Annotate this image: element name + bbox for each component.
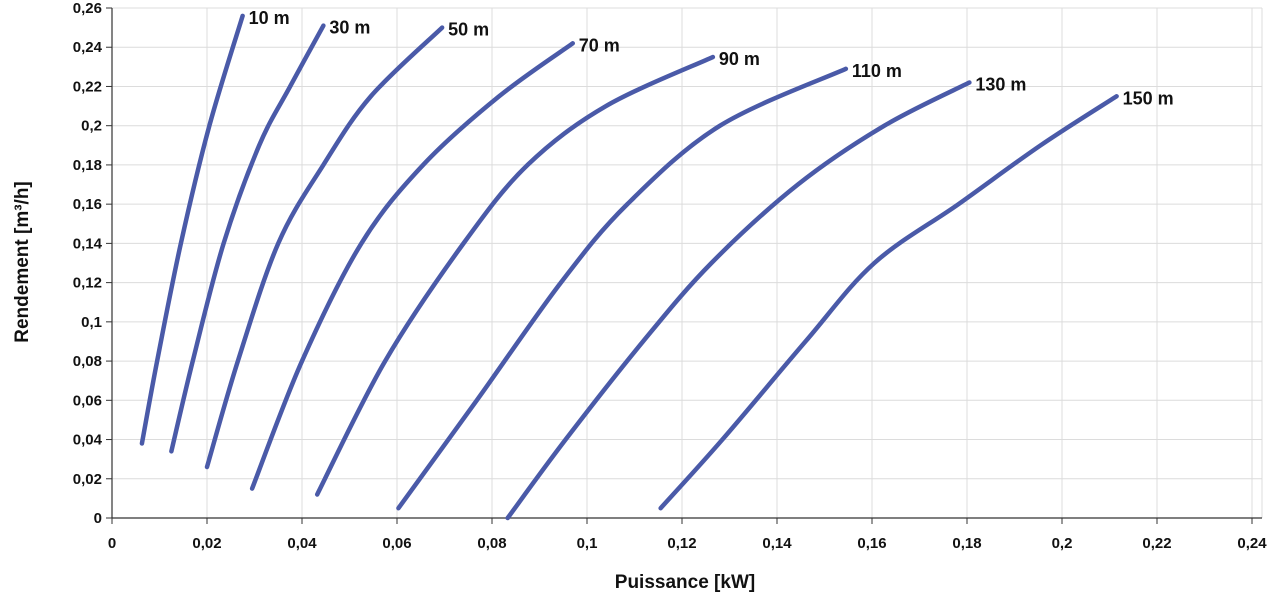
x-tick-label: 0 [108,535,116,552]
y-tick-label: 0,04 [73,432,103,449]
x-tick-label: 0,2 [1052,535,1073,552]
curve-label: 30 m [329,18,370,38]
curve-label: 10 m [249,8,290,28]
grid [111,7,1263,519]
x-tick-label: 0,16 [857,535,886,552]
curve-110m [396,66,849,511]
y-tick-label: 0,22 [73,78,102,95]
curve-label: 90 m [719,49,760,69]
curves [139,13,1119,521]
axes: 0 0,02 0,04 0,06 0,08 0,1 0,12 0,14 0,16 0,18 0,2 0… [73,0,1267,552]
curve-30m [169,23,326,454]
curve-label: 70 m [579,35,620,55]
x-tick-label: 0,06 [382,535,411,552]
y-tick-label: 0,16 [73,196,102,213]
y-tick-label: 0,26 [73,0,102,17]
x-tick-label: 0,08 [477,535,506,552]
x-axis-title: Puissance [kW] [615,572,755,593]
y-tick-label: 0,06 [73,392,102,409]
curve-label: 150 m [1123,88,1174,108]
curve-label: 50 m [448,20,489,40]
y-axis-title: Rendement [m³/h] [12,181,33,343]
curve-10m [139,13,245,446]
y-tick-label: 0,02 [73,471,102,488]
x-tick-label: 0,18 [952,535,981,552]
curve-70m [249,41,575,491]
y-tick-label: 0,24 [73,39,103,56]
x-tick-label: 0,12 [667,535,696,552]
curve-90m [314,54,716,497]
curve-50m [204,25,445,470]
curve-labels: 10 m 30 m 50 m 70 m 90 m 110 m 130 m 150 m [249,8,1174,108]
y-tick-label: 0,14 [73,235,103,252]
curve-label: 110 m [852,61,902,81]
curve-130m [505,80,972,521]
y-tick-label: 0 [94,510,102,527]
curve-150m [658,94,1119,511]
x-tick-label: 0,14 [762,535,792,552]
x-tick-label: 0,24 [1237,535,1267,552]
x-tick-label: 0,1 [577,535,598,552]
x-tick-label: 0,04 [287,535,317,552]
x-tick-label: 0,02 [192,535,221,552]
y-tick-label: 0,18 [73,157,102,174]
x-tick-label: 0,22 [1142,535,1171,552]
y-tick-label: 0,12 [73,275,102,292]
y-tick-label: 0,08 [73,353,102,370]
y-tick-label: 0,2 [81,118,102,135]
y-tick-label: 0,1 [81,314,102,331]
curve-label: 130 m [975,75,1026,95]
